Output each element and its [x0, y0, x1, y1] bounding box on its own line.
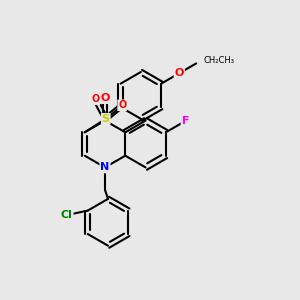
Text: Cl: Cl [61, 210, 73, 220]
Text: F: F [182, 116, 189, 126]
Text: S: S [102, 114, 110, 124]
Text: N: N [100, 162, 109, 172]
Text: O: O [118, 100, 126, 110]
Text: O: O [100, 93, 110, 103]
Text: O: O [175, 68, 184, 78]
Text: CH₂CH₃: CH₂CH₃ [204, 56, 235, 65]
Text: O: O [91, 94, 99, 104]
